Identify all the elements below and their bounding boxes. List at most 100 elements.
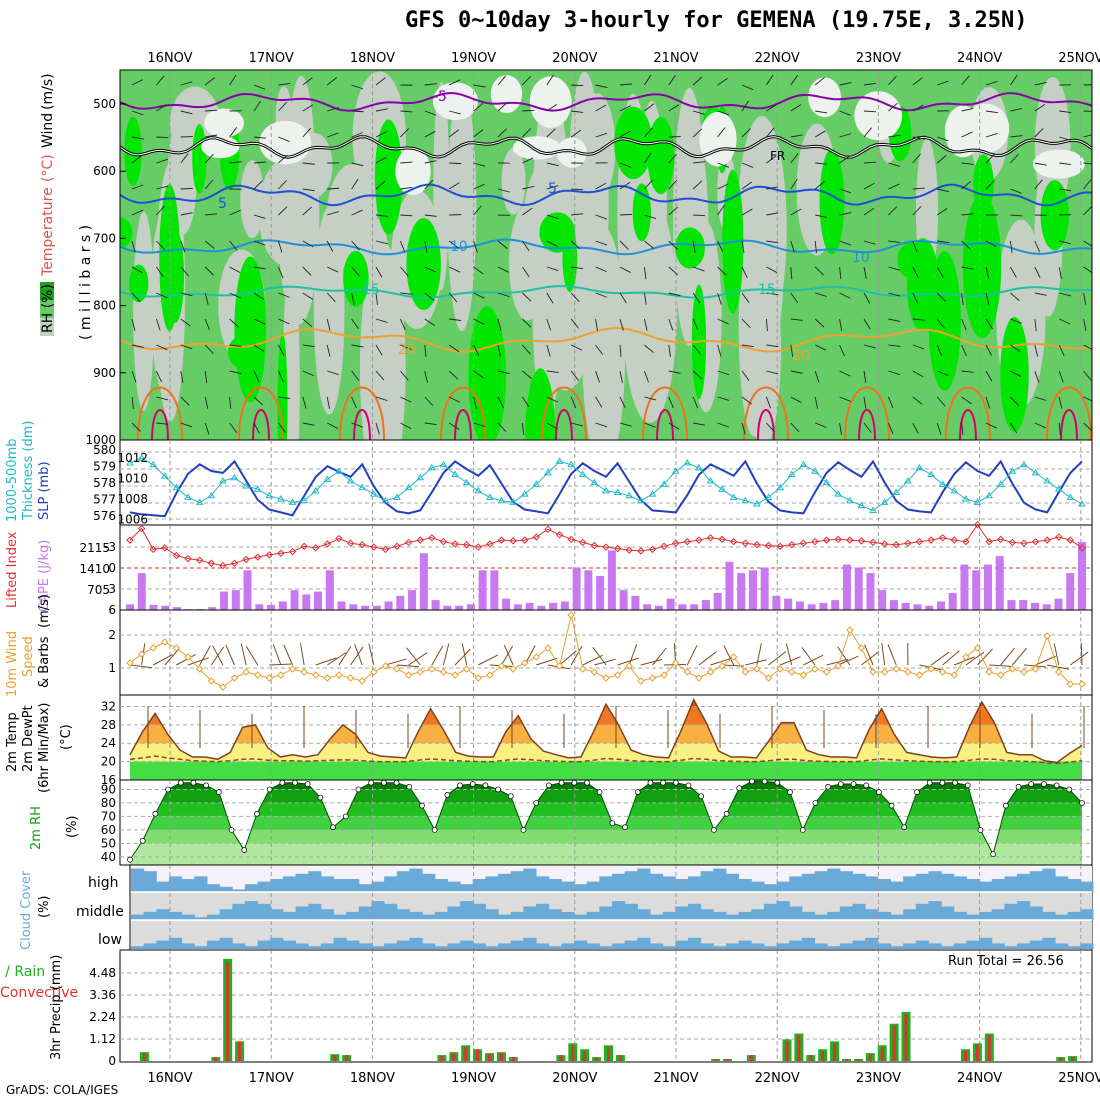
cloud-ylabel-1: Cloud Cover <box>19 870 34 950</box>
cloud-bar-high <box>447 881 461 892</box>
cloud-bar-middle <box>915 903 929 920</box>
wind-barb <box>717 162 729 168</box>
wind-barb <box>180 81 193 86</box>
tick-label: 800 <box>93 299 116 313</box>
thickness-point <box>834 490 843 497</box>
wind-barb <box>253 161 266 164</box>
rh-point <box>546 782 552 789</box>
wind-barb <box>131 79 143 86</box>
date-label-top: 19NOV <box>451 51 496 66</box>
wind-barb <box>351 318 359 330</box>
rh-grid <box>120 778 1092 865</box>
surface-barb <box>536 657 558 666</box>
wind-speed-line <box>126 611 1086 691</box>
thickness-point <box>555 457 564 464</box>
cloud-bar-high <box>903 876 917 892</box>
cape-bar <box>231 590 240 610</box>
precip-conv-bar <box>559 1055 563 1061</box>
wind-barb <box>229 266 241 274</box>
cloud-bar-low <box>384 943 398 949</box>
wind-barb <box>448 240 459 249</box>
wind-barb <box>155 318 161 331</box>
wind-barb <box>961 162 974 165</box>
wind-barb <box>278 154 288 164</box>
contour-labels: -5 FR 5 5 10 10 15 15 20 20 <box>218 89 870 364</box>
wind-barb <box>644 74 652 86</box>
cape-bar <box>513 604 522 610</box>
wind-barb <box>253 240 266 246</box>
wind-barb <box>839 292 851 299</box>
rh-moist-patch <box>973 154 994 214</box>
cloud-bar-high <box>320 876 335 892</box>
wind-barb <box>473 162 486 167</box>
cloud-bar-middle <box>472 903 486 920</box>
wind-barb <box>131 318 136 331</box>
thickness-point <box>660 480 668 487</box>
cape-bar <box>866 573 875 610</box>
cloud-bar-low <box>181 943 195 949</box>
cloud-bar-high <box>763 884 778 892</box>
cloud-bar-middle <box>776 901 790 920</box>
cloud-bar-middle <box>801 911 816 920</box>
wind-barb <box>887 396 894 409</box>
rh-very-dry-patch <box>529 76 572 128</box>
wind-barb <box>888 266 901 271</box>
li-point <box>184 554 192 563</box>
cloud-bar-middle <box>852 903 866 920</box>
rh-moist-patch <box>192 124 207 194</box>
cape-bar <box>255 604 264 610</box>
wind-barb <box>815 110 828 114</box>
wind-barb <box>497 396 504 408</box>
cloud-bar-high <box>751 881 765 892</box>
wind-barb <box>619 292 627 304</box>
contour-30 <box>454 409 472 440</box>
wind-barb <box>131 344 144 348</box>
wind-barb <box>351 240 360 251</box>
wind-barb <box>1083 422 1092 432</box>
thickness-point <box>613 488 622 496</box>
wind-barb <box>814 181 825 190</box>
cloud-bar-middle <box>346 911 360 920</box>
precip-conv-bar <box>345 1055 349 1061</box>
cape-bar <box>208 607 217 610</box>
precip-conv-bar <box>987 1035 991 1061</box>
wind-barb <box>449 318 462 321</box>
date-label-bottom: 25NOV <box>1058 1071 1100 1086</box>
contour-10 <box>120 238 1092 256</box>
wind-barb <box>424 160 437 164</box>
wind-barb <box>741 162 754 168</box>
rh-moist-patch <box>819 148 845 255</box>
wind-barb <box>1059 162 1072 166</box>
thickness-point <box>1031 468 1040 476</box>
cape-bar <box>1042 604 1051 610</box>
cloud-bar-low <box>232 943 246 949</box>
cloud-bar-low <box>966 940 980 949</box>
precip-conv-bar <box>226 962 230 1061</box>
wind-barb <box>912 136 925 140</box>
wind-barb <box>912 153 921 164</box>
wind-speed-point <box>428 665 436 673</box>
cloud-bar-high <box>257 881 271 892</box>
wind-speed-point <box>161 638 169 646</box>
wind-barb <box>668 344 671 357</box>
cloud-bar-low <box>776 943 790 949</box>
cloud-bar-low <box>586 943 600 949</box>
wind-barb <box>668 104 680 112</box>
wind-barb <box>351 110 364 113</box>
surface-barb <box>977 648 993 666</box>
wind-barb <box>1083 162 1092 165</box>
rh-point <box>736 785 743 791</box>
cloud-bar-middle <box>1017 901 1031 920</box>
surface-barb <box>501 645 514 666</box>
wind-barb <box>180 422 193 428</box>
wind-barb <box>351 162 364 167</box>
cape-bar <box>478 570 487 610</box>
slp-ylabel-thickness2: Thickness (dm) <box>21 421 36 521</box>
precip-conv-bar <box>476 1049 480 1061</box>
wind-barb <box>229 292 241 299</box>
cloud-bar-low <box>498 943 512 949</box>
wind-barb <box>668 206 678 216</box>
thickness-point <box>787 470 796 477</box>
cloud-bar-low <box>371 946 385 949</box>
cloud-bar-middle <box>523 906 537 920</box>
